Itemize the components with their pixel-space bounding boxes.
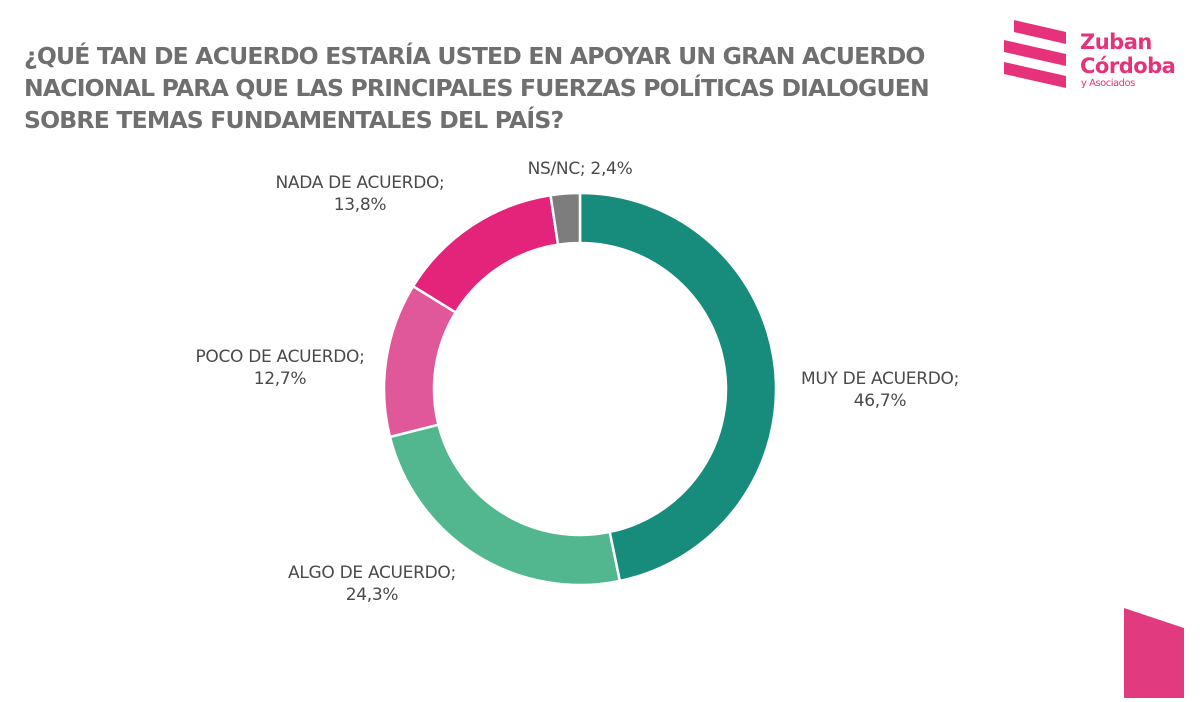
data-label-poco-de-acuerdo: POCO DE ACUERDO; 12,7%	[195, 347, 364, 389]
slice-ns-nc	[549, 191, 582, 247]
data-label-ns-nc: NS/NC; 2,4%	[528, 159, 633, 179]
corner-decoration	[1124, 608, 1184, 698]
slice-muy-de-acuerdo	[578, 191, 778, 583]
slice-poco-de-acuerdo	[382, 284, 458, 439]
logo-text: Zuban Córdoba y Asociados	[1080, 30, 1176, 90]
logo-line-2: Córdoba	[1080, 54, 1176, 78]
data-label-nada-de-acuerdo: NADA DE ACUERDO; 13,8%	[275, 173, 444, 215]
chart-title: ¿QUÉ TAN DE ACUERDO ESTARÍA USTED EN APO…	[24, 40, 984, 136]
title-line-3: SOBRE TEMAS FUNDAMENTALES DEL PAÍS?	[24, 106, 564, 134]
logo-stripes-icon	[1004, 20, 1066, 88]
zuban-cordoba-logo: Zuban Córdoba y Asociados	[1004, 20, 1184, 100]
logo-line-3: y Asociados	[1081, 78, 1135, 89]
logo-line-1: Zuban	[1080, 30, 1152, 54]
data-label-algo-de-acuerdo: ALGO DE ACUERDO; 24,3%	[288, 563, 456, 605]
title-line-1: ¿QUÉ TAN DE ACUERDO ESTARÍA USTED EN APO…	[24, 42, 925, 70]
title-line-2: NACIONAL PARA QUE LAS PRINCIPALES FUERZA…	[24, 74, 930, 102]
data-label-muy-de-acuerdo: MUY DE ACUERDO; 46,7%	[801, 369, 959, 411]
slice-nada-de-acuerdo	[411, 193, 560, 315]
slice-algo-de-acuerdo	[388, 423, 622, 587]
